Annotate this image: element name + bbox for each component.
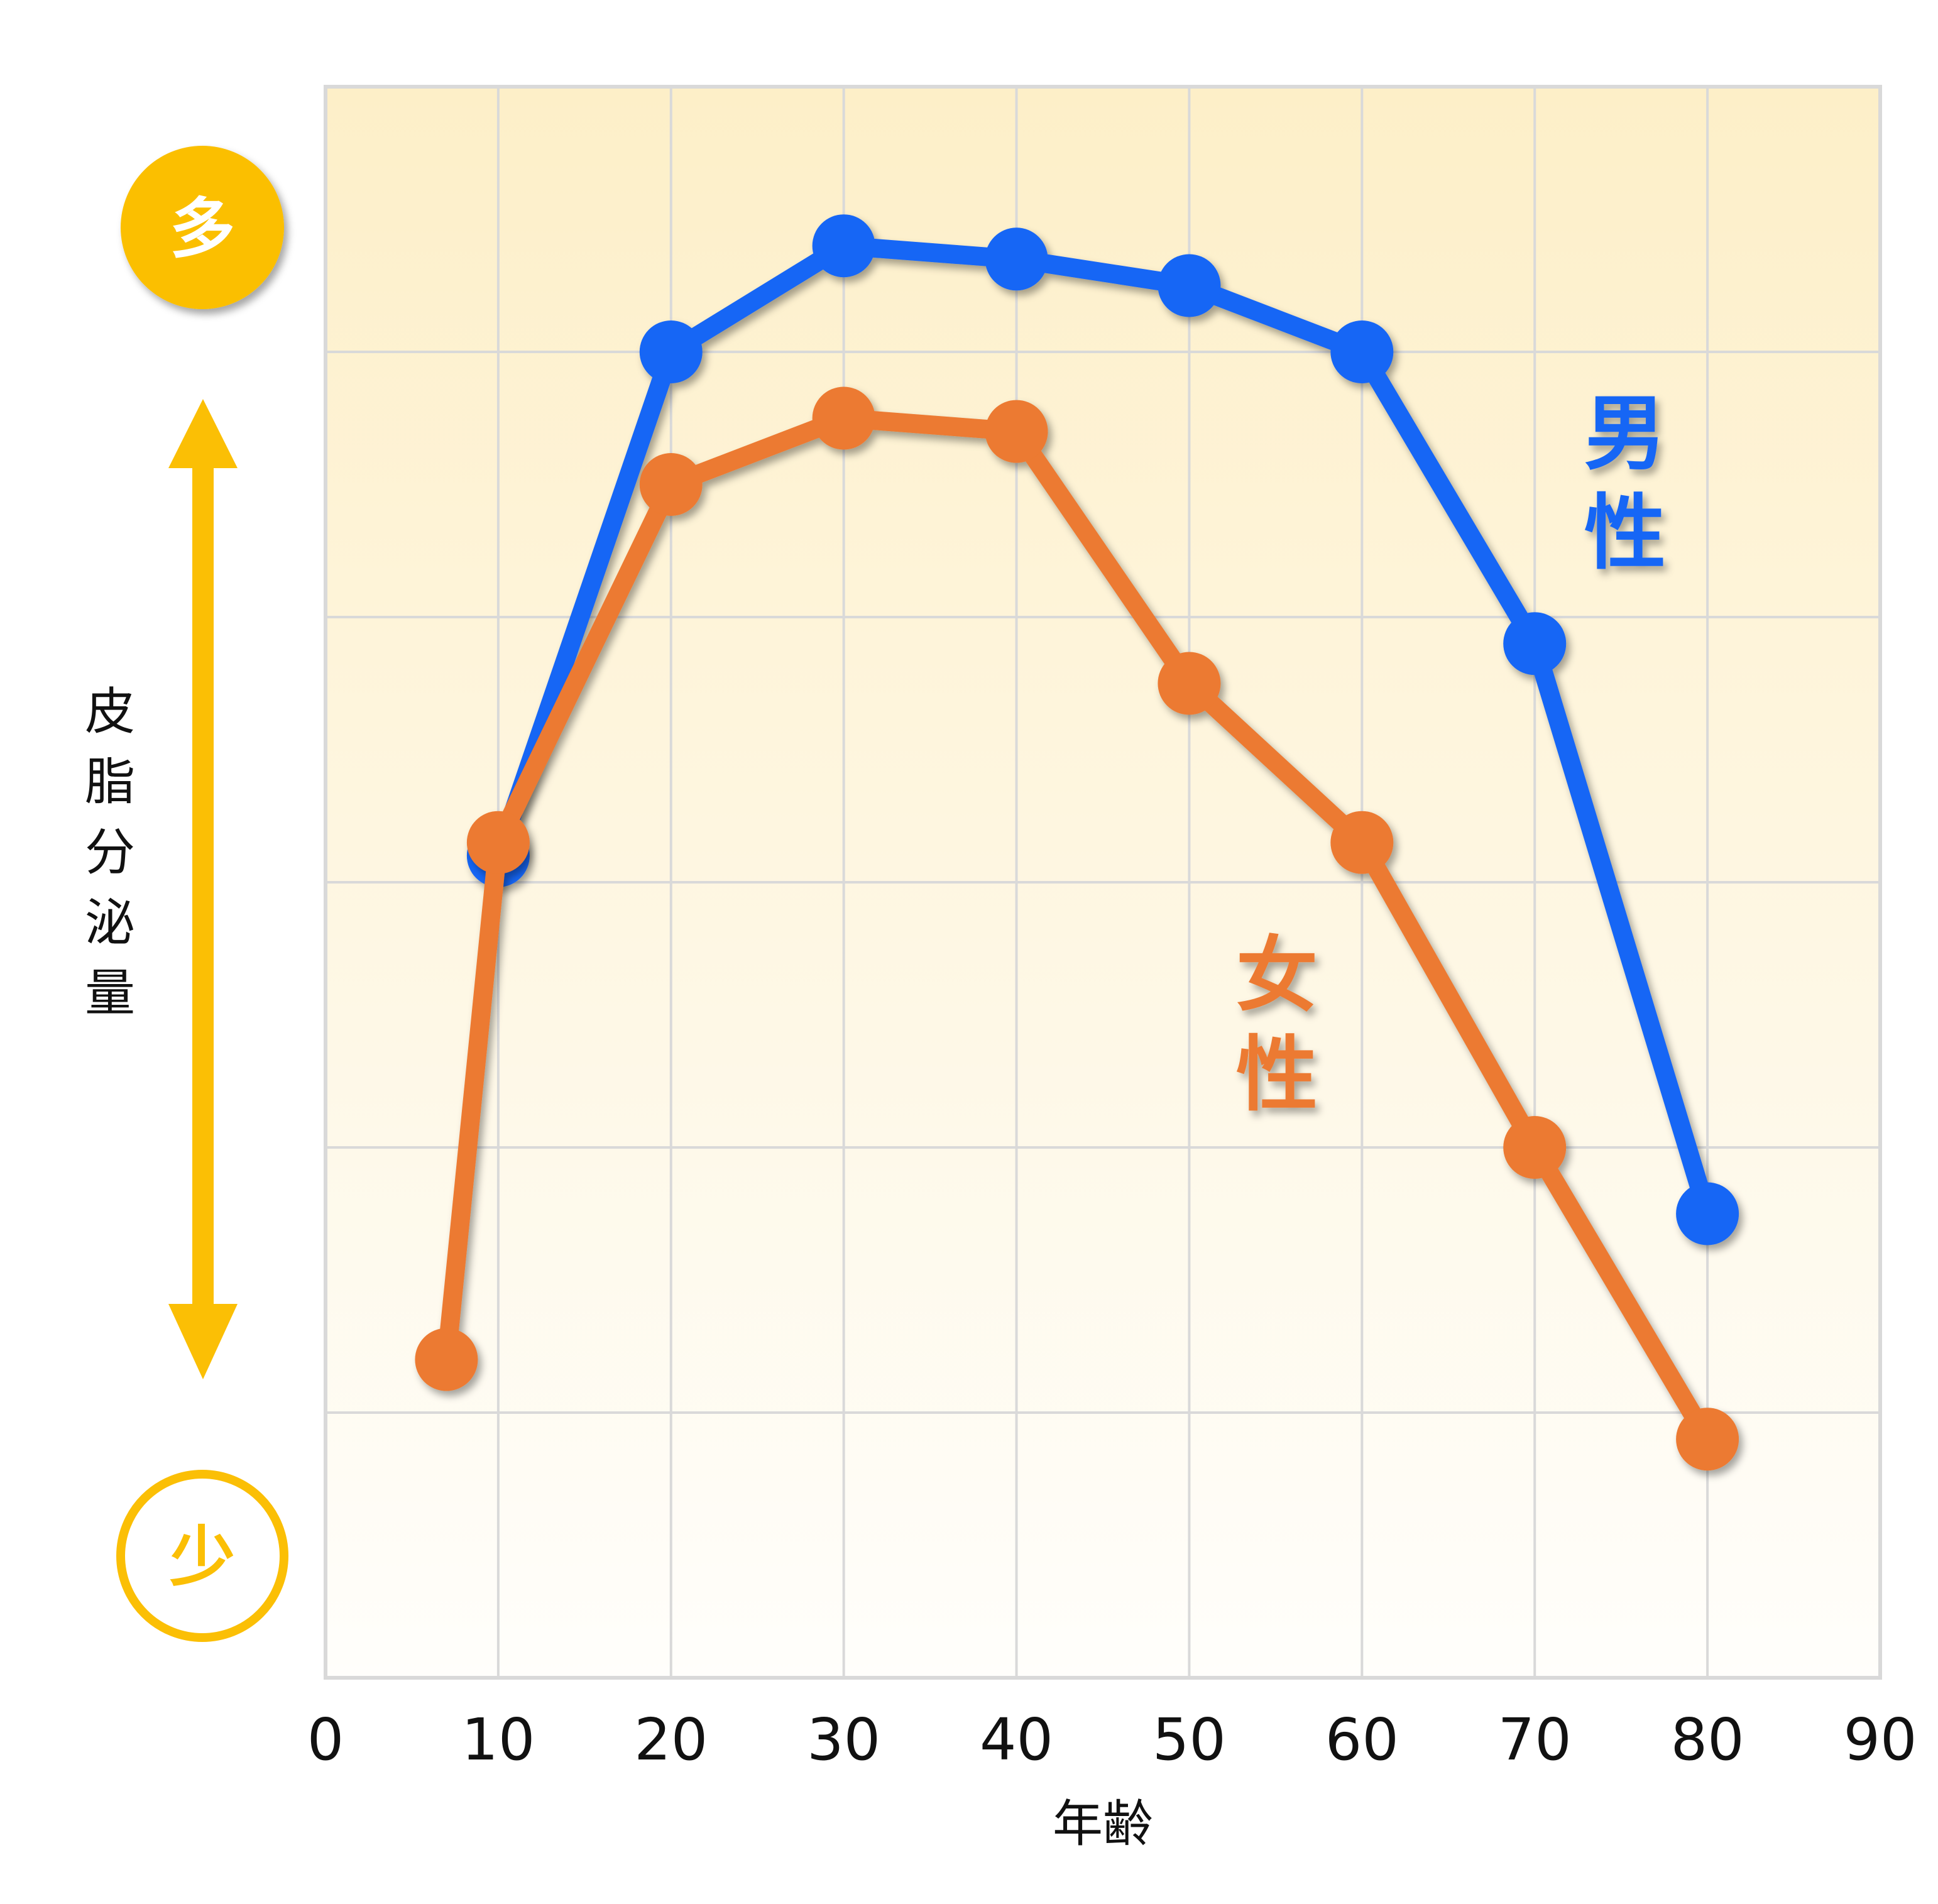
high-badge: 多 bbox=[121, 146, 284, 309]
data-point bbox=[415, 1328, 478, 1391]
x-tick-label: 10 bbox=[461, 1706, 535, 1773]
y-axis-title-char: 量 bbox=[85, 964, 135, 1022]
series-layer bbox=[415, 214, 1739, 1471]
data-point bbox=[1330, 320, 1394, 383]
data-point bbox=[812, 386, 875, 450]
female-series-label: 女 性 bbox=[1236, 927, 1318, 1122]
x-tick-label: 80 bbox=[1671, 1706, 1744, 1773]
female-label-line-2: 性 bbox=[1236, 1027, 1318, 1122]
data-point bbox=[1158, 254, 1221, 317]
data-point bbox=[639, 320, 703, 383]
x-tick-label: 70 bbox=[1498, 1706, 1572, 1773]
x-tick-label: 40 bbox=[980, 1706, 1053, 1773]
x-tick-label: 20 bbox=[634, 1706, 708, 1773]
x-tick-label: 60 bbox=[1325, 1706, 1399, 1773]
high-badge-circle bbox=[121, 146, 284, 309]
low-badge: 少 bbox=[116, 1470, 288, 1642]
data-point bbox=[1330, 811, 1394, 874]
male-label-line-2: 性 bbox=[1584, 485, 1666, 581]
grid bbox=[326, 87, 1880, 1678]
female-label-line-1: 女 bbox=[1236, 927, 1318, 1023]
data-point bbox=[1503, 612, 1567, 676]
high-badge-label: 多 bbox=[170, 190, 235, 267]
data-point bbox=[1676, 1182, 1739, 1245]
y-axis-title-char: 分 bbox=[85, 823, 135, 882]
y-axis-title-char: 泌 bbox=[85, 894, 135, 952]
data-point bbox=[985, 400, 1048, 463]
y-axis-title-char: 皮 bbox=[85, 682, 135, 741]
data-point bbox=[812, 214, 875, 278]
y-axis-title-char: 脂 bbox=[85, 753, 135, 811]
low-badge-ring bbox=[116, 1470, 288, 1642]
data-point bbox=[639, 453, 703, 516]
data-point bbox=[985, 227, 1048, 291]
data-point bbox=[1676, 1408, 1739, 1471]
x-tick-labels: 0 10 20 30 40 50 60 70 80 90 bbox=[307, 1706, 1917, 1773]
data-point bbox=[1503, 1116, 1567, 1179]
x-tick-label: 0 bbox=[307, 1706, 344, 1773]
male-series-label: 男 性 bbox=[1584, 386, 1666, 581]
x-tick-label: 30 bbox=[807, 1706, 880, 1773]
x-tick-label: 50 bbox=[1152, 1706, 1226, 1773]
low-badge-label: 少 bbox=[170, 1519, 235, 1595]
data-point bbox=[1158, 652, 1221, 715]
x-axis-title: 年齢 bbox=[1053, 1795, 1153, 1853]
series-line bbox=[488, 236, 1717, 1223]
double-arrow-icon bbox=[168, 399, 238, 1379]
male-label-line-1: 男 bbox=[1584, 386, 1666, 481]
data-point bbox=[466, 811, 530, 874]
plot-border bbox=[324, 85, 1882, 1680]
female-series bbox=[415, 386, 1739, 1471]
x-tick-label: 90 bbox=[1843, 1706, 1917, 1773]
